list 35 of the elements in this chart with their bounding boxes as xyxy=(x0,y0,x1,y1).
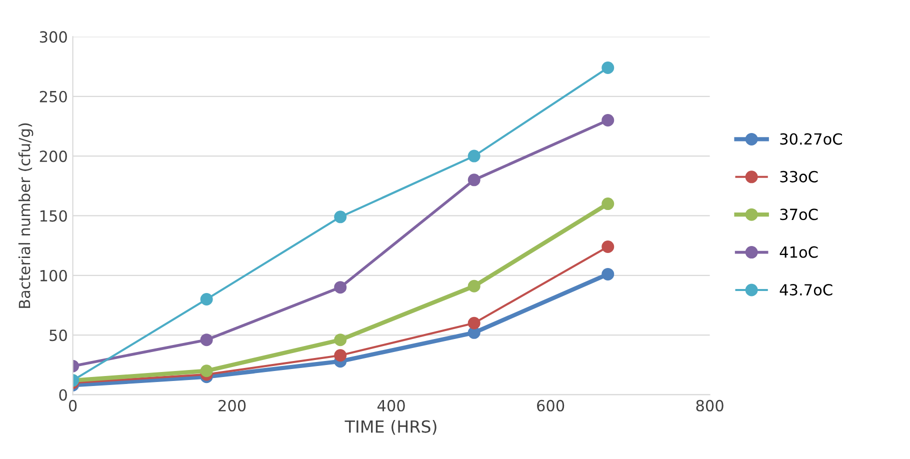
point xyxy=(468,174,480,186)
point xyxy=(602,268,614,280)
y-tick-label: 100 xyxy=(40,270,67,282)
point xyxy=(468,280,480,292)
y-tick-label: 300 xyxy=(40,31,67,43)
point xyxy=(334,281,347,294)
y-tick-label: 0 xyxy=(59,389,67,401)
y-tick-label: 50 xyxy=(50,330,67,342)
legend-label: 37oC xyxy=(780,208,818,220)
y-tick-label: 200 xyxy=(40,150,67,162)
x-tick-label: 200 xyxy=(218,400,246,412)
x-tick-label: 400 xyxy=(377,400,405,412)
legend-label: 43.7oC xyxy=(780,284,832,296)
x-tick-label: 800 xyxy=(696,400,724,412)
legend-label: 33oC xyxy=(780,170,818,182)
point xyxy=(602,240,614,254)
point xyxy=(200,293,213,306)
point xyxy=(200,334,213,346)
x-tick-label: 0 xyxy=(68,400,77,412)
point xyxy=(334,334,347,346)
y-tick-label: 150 xyxy=(40,210,67,222)
legend-label: 30.27oC xyxy=(780,133,842,145)
point xyxy=(602,62,614,74)
point xyxy=(602,198,614,210)
point xyxy=(200,364,213,378)
y-axis-title: Bacterial number (cfu/g) xyxy=(18,123,34,308)
y-tick-label: 250 xyxy=(40,90,67,102)
legend-label: 41oC xyxy=(780,246,818,258)
x-axis-title: TIME (HRS) xyxy=(344,420,436,435)
point xyxy=(468,150,480,162)
x-tick-label: 600 xyxy=(537,400,564,412)
point xyxy=(334,210,347,224)
point xyxy=(602,114,614,127)
point xyxy=(334,349,347,362)
point xyxy=(468,316,480,330)
